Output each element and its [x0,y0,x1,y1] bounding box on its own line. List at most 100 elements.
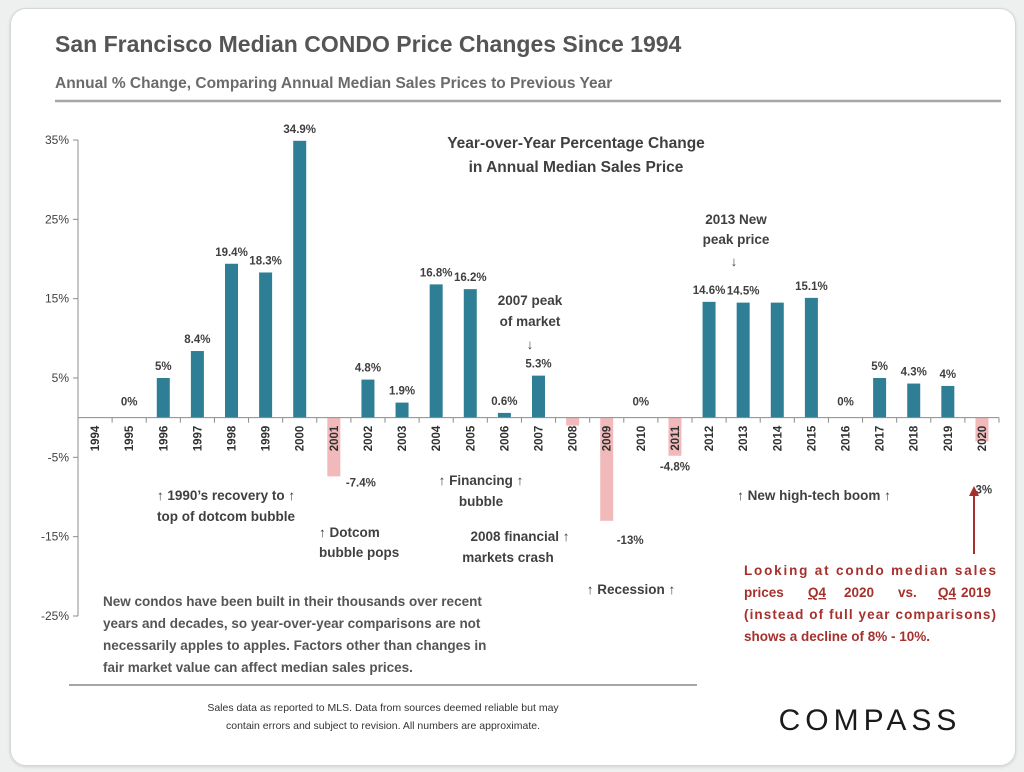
data-label-1995: 0% [121,397,138,409]
data-label-2019: 4% [940,369,957,381]
inner-title-line-1: Year-over-Year Percentage Change [447,135,705,152]
bar-2007 [532,375,545,418]
condo-note-line-3: necessarily apples to apples. Factors ot… [103,638,486,653]
data-label-1996: 5% [155,361,172,373]
bars-group [156,140,989,521]
x-tick-label: 2014 [772,425,784,451]
data-label-1997: 8.4% [184,334,210,346]
y-tick-label: 25% [45,212,69,226]
bar-2002 [361,379,375,418]
y-tick-label: 15% [45,292,69,306]
x-tick-label: 2016 [841,426,853,452]
data-label-2007: 5.3% [525,359,551,371]
data-label-2011: -4.8% [660,462,690,474]
bar-2014 [770,302,784,418]
red-arrow-head-icon [969,486,979,496]
data-label-1998: 19.4% [215,247,248,259]
annotation-financing-line-2: bubble [459,494,504,509]
bar-2017 [873,378,887,418]
y-tick-label: 35% [45,133,69,147]
bar-2011 [668,417,682,456]
annotation-2007-peak-line-1: 2007 peak [498,293,563,308]
data-labels-group: 0% 5% 8.4% 19.4%18.3% 34.9% -7.4% 4.8% 1.9% 16.8… [121,124,992,547]
data-label-2001: -7.4% [346,477,376,489]
q4-note-word-2019: 2019 [961,585,991,600]
y-axis: 35% 25% 15% 5% -5% -15% -25% [41,133,79,623]
bar-2018 [907,383,921,418]
data-label-1999: 18.3% [249,255,282,267]
bar-2008 [566,417,580,426]
x-tick-label: 2020 [977,426,989,452]
bar-1997 [190,351,204,418]
data-label-2003: 1.9% [389,386,415,398]
bar-2013 [736,302,750,418]
q4-note-word-q4-b: Q4 [938,585,957,600]
q4-note-line-1: Looking at condo median sales [744,563,996,578]
x-tick-label: 2005 [465,425,477,451]
bar-2000 [293,140,307,418]
annotation-tech-boom: ↑ New high-tech boom ↑ [737,488,891,503]
bar-1998 [225,263,238,418]
data-label-2013: 14.5% [727,286,760,298]
q4-note-word-vs: vs. [898,585,917,600]
bar-2015 [804,297,818,418]
q4-note-word-q4-a: Q4 [808,585,827,600]
y-tick-label: 5% [52,371,70,385]
annotation-recession: ↑ Recession ↑ [587,582,676,597]
x-tick-label: 2006 [499,426,511,452]
x-tick-label: 2003 [397,426,409,452]
x-tick-label: 2004 [431,425,443,451]
bar-2020 [975,417,989,442]
footer-line-1: Sales data as reported to MLS. Data from… [207,702,559,714]
annotation-2007-peak-line-2: of market [500,314,561,329]
bar-2005 [463,289,477,418]
data-label-2004: 16.8% [420,267,453,279]
x-tick-label: 1996 [158,426,170,452]
q4-note-word-prices: prices [744,585,784,600]
bar-2003 [395,402,409,418]
bar-2006 [497,412,511,418]
x-tick-label: 2001 [329,425,341,451]
annotation-recovery-line-1: ↑ 1990’s recovery to ↑ [157,488,295,503]
bar-2004 [429,284,443,418]
annotation-2008-crash-line-1: 2008 financial ↑ [470,529,569,544]
bar-1996 [156,378,170,418]
data-label-2002: 4.8% [355,363,381,375]
inner-title-line-2: in Annual Median Sales Price [469,159,684,176]
data-label-2010: 0% [633,397,650,409]
data-label-2009: -13% [617,535,644,547]
annotation-2008-crash-line-2: markets crash [462,550,554,565]
data-label-2018: 4.3% [901,367,927,379]
bar-2009 [600,417,614,521]
chart-title: San Francisco Median CONDO Price Changes… [55,31,682,57]
annotation-2013-peak-line-1: 2013 New [705,212,767,227]
data-label-2000: 34.9% [283,124,316,136]
annotation-dotcom-line-2: bubble pops [319,545,399,560]
x-tick-label: 2017 [875,426,887,452]
x-tick-label: 2010 [636,426,648,452]
x-tick-label: 2000 [295,426,307,452]
x-tick-label: 2002 [363,426,375,452]
compass-logo: COMPASS [779,704,962,737]
chart-subtitle: Annual % Change, Comparing Annual Median… [55,75,612,92]
x-tick-label: 1999 [261,426,273,452]
data-label-2017: 5% [871,361,888,373]
x-tick-label: 2013 [738,426,750,452]
bar-2012 [702,301,716,418]
x-axis: 1994 1995 1996 1997 1998 1999 2000 2001 2002 2003… [77,417,1000,452]
x-tick-label: 2012 [704,426,716,452]
x-tick-label: 1995 [124,425,136,451]
data-label-2015: 15.1% [795,281,828,293]
y-tick-label: -5% [48,450,70,464]
slide-card: San Francisco Median CONDO Price Changes… [10,8,1016,766]
annotation-2007-peak-arrow: ↓ [527,337,534,352]
condo-note-line-1: New condos have been built in their thou… [103,594,482,609]
annotation-dotcom-line-1: ↑ Dotcom [319,525,380,540]
data-label-2016: 0% [837,397,854,409]
chart-svg: San Francisco Median CONDO Price Changes… [41,31,1001,737]
x-tick-label: 2009 [602,426,614,452]
annotation-2013-peak-line-2: peak price [703,232,770,247]
x-tick-label: 2011 [670,425,682,451]
annotation-financing-line-1: ↑ Financing ↑ [439,473,524,488]
data-label-2005: 16.2% [454,272,487,284]
